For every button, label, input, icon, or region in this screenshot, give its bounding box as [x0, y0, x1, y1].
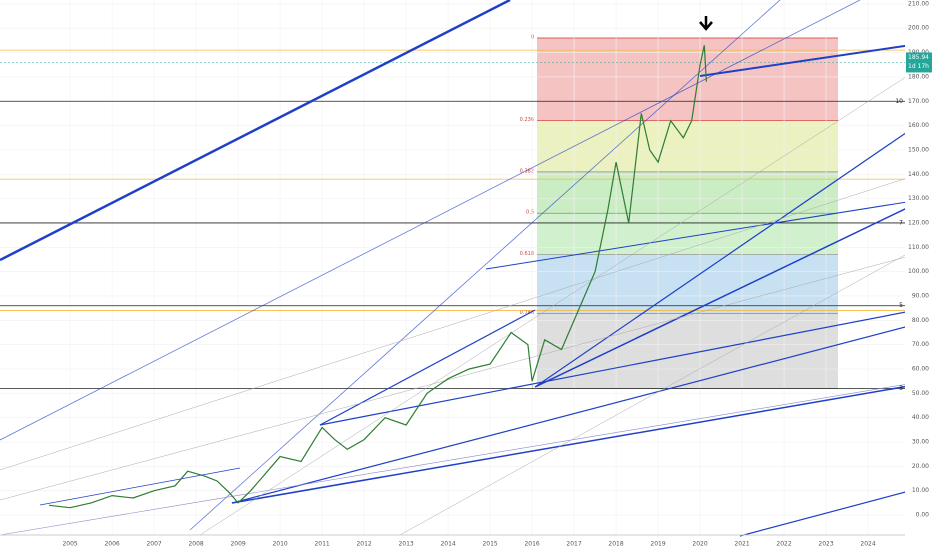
- y-tick-label: 90.00: [912, 292, 929, 299]
- x-tick-label: 2015: [482, 541, 497, 548]
- fib-band: [537, 213, 838, 255]
- y-tick-label: 210.00: [908, 0, 929, 7]
- y-tick-label: 60.00: [912, 365, 929, 372]
- x-tick-label: 2010: [272, 541, 287, 548]
- y-tick-label: 50.00: [912, 390, 929, 397]
- x-tick-label: 2022: [776, 541, 791, 548]
- arrow-marker: [699, 16, 713, 31]
- level-label: 7: [899, 219, 903, 226]
- trend-lines: [0, 0, 932, 537]
- price-line: [49, 45, 707, 509]
- x-tick-label: 2009: [230, 541, 245, 548]
- y-tick-label: 180.00: [908, 73, 929, 80]
- x-tick-label: 2011: [314, 541, 329, 548]
- x-tick-label: 2008: [188, 541, 203, 548]
- fib-label: 0.618: [520, 251, 534, 257]
- plot: [49, 45, 707, 509]
- x-tick-label: 2019: [650, 541, 665, 548]
- y-tick-label: 150.00: [908, 146, 929, 153]
- y-tick-label: 110.00: [908, 244, 929, 251]
- y-tick-label: 0.00: [916, 512, 930, 519]
- fib-label: 0.382: [520, 168, 534, 174]
- level-label: 3: [899, 385, 903, 392]
- last-price-label: 185.94: [908, 54, 929, 61]
- price-axis: [905, 0, 932, 535]
- x-tick-label: 2013: [398, 541, 413, 548]
- fib-band: [537, 37, 838, 121]
- x-tick-label: 2018: [608, 541, 623, 548]
- y-tick-label: 130.00: [908, 195, 929, 202]
- y-tick-label: 80.00: [912, 317, 929, 324]
- level-label: 5: [899, 302, 903, 309]
- fib-label: 0.236: [520, 117, 534, 123]
- x-tick-label: 2023: [818, 541, 833, 548]
- x-tick-label: 2020: [692, 541, 707, 548]
- y-tick-label: 200.00: [908, 25, 929, 32]
- last-price-box: [906, 52, 932, 73]
- x-tick-label: 2005: [62, 541, 77, 548]
- grid: [0, 0, 905, 535]
- y-tick-label: 100.00: [908, 268, 929, 275]
- fib-label: 0.786: [520, 310, 534, 316]
- fib-label: 1: [531, 385, 534, 391]
- y-tick-label: 140.00: [908, 171, 929, 178]
- countdown-label: 1d 17h: [908, 63, 929, 70]
- x-tick-label: 2012: [356, 541, 371, 548]
- x-tick-label: 2024: [860, 541, 875, 548]
- y-tick-label: 10.00: [912, 487, 929, 494]
- x-tick-label: 2007: [146, 541, 161, 548]
- x-tick-label: 2017: [566, 541, 581, 548]
- y-tick-label: 170.00: [908, 98, 929, 105]
- level-label: 10: [895, 98, 903, 105]
- fib-band: [537, 313, 838, 389]
- x-tick-label: 2014: [440, 541, 455, 548]
- axes: 0.00 10.00 20.00 30.00 40.00 50.00 60.00 70.00 8…: [62, 0, 932, 548]
- y-tick-label: 120.00: [908, 219, 929, 226]
- y-tick-label: 30.00: [912, 439, 929, 446]
- x-tick-label: 2021: [734, 541, 749, 548]
- x-tick-label: 2006: [104, 541, 119, 548]
- y-tick-label: 70.00: [912, 341, 929, 348]
- fib-label: 0: [531, 34, 534, 40]
- y-tick-label: 20.00: [912, 463, 929, 470]
- fib-label: 0.5: [526, 210, 534, 216]
- y-tick-label: 40.00: [912, 414, 929, 421]
- x-tick-label: 2016: [524, 541, 539, 548]
- y-tick-label: 160.00: [908, 122, 929, 129]
